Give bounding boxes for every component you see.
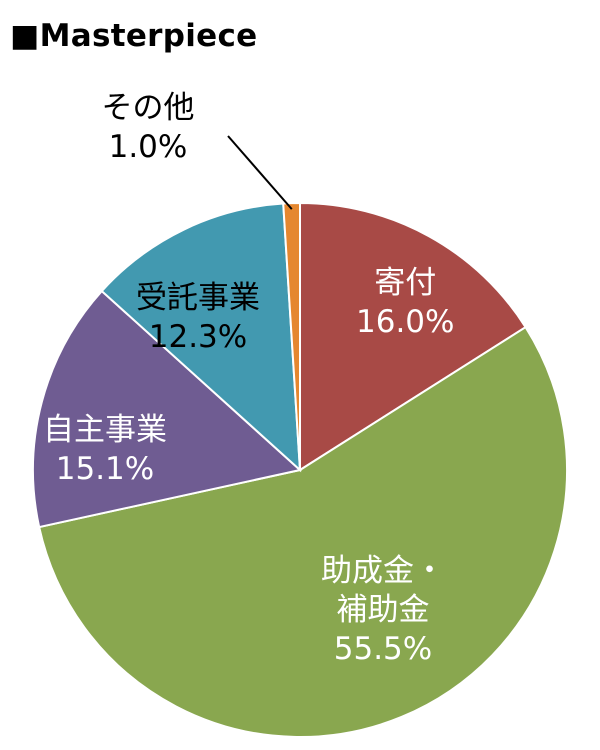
- leader-line-sonota: [227, 135, 293, 210]
- pie-slice-sonota: [282, 201, 301, 471]
- pie-slice-josei-hojo: [37, 325, 568, 738]
- pie-slice-kifu: [299, 201, 527, 472]
- slice-label-jishu-jigyo: 自主事業 15.1%: [43, 411, 167, 489]
- chart-title: ■Masterpiece: [10, 18, 258, 54]
- slice-name-line2-hojo: 補助金: [336, 591, 430, 628]
- slice-value-jutaku-jigyo: 12.3%: [148, 318, 248, 355]
- slice-name-kifu: 寄付: [374, 265, 437, 301]
- slice-name-jutaku-jigyo: 受託事業: [136, 280, 260, 316]
- slice-name-jishu-jigyo: 自主事業: [43, 412, 167, 448]
- slice-value-jishu-jigyo: 15.1%: [55, 450, 155, 487]
- slice-value-sonota: 1.0%: [108, 128, 188, 165]
- slice-name-sonota: その他: [101, 90, 195, 126]
- pie-slice-jutaku-jigyo: [100, 202, 302, 473]
- pie-slice-jishu-jigyo: [32, 289, 303, 529]
- slice-name-line1-josei: 助成金・: [321, 553, 445, 589]
- slice-value-josei-hojo: 55.5%: [333, 630, 433, 667]
- slice-label-jutaku-jigyo: 受託事業 12.3%: [136, 279, 260, 357]
- slice-label-sonota: その他 1.0%: [102, 89, 195, 167]
- slice-label-kifu: 寄付 16.0%: [356, 264, 454, 342]
- slice-label-josei-hojo: 助成金・ 補助金 55.5%: [321, 552, 445, 668]
- slice-value-kifu: 16.0%: [356, 303, 455, 340]
